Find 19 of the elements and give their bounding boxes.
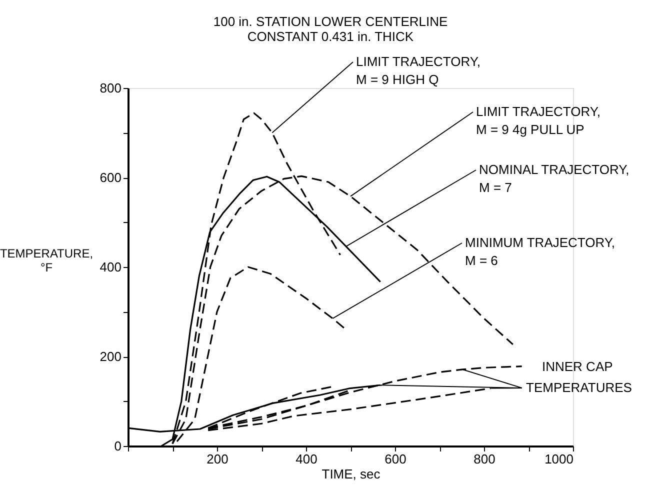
x-tick-label: 1000 — [544, 452, 574, 466]
x-tick-label: 600 — [384, 452, 406, 466]
chart-title: 100 in. STATION LOWER CENTERLINE — [213, 14, 448, 29]
text: NOMINAL TRAJECTORY, M = 7 — [479, 162, 630, 195]
y-tick-label: 200 — [100, 349, 122, 364]
y-tick-label: 400 — [100, 260, 122, 274]
y-tick-label: 800 — [100, 80, 122, 96]
text: MINIMUM TRAJECTORY, M = 6 — [465, 235, 616, 268]
y-tick-label: 600 — [100, 170, 122, 185]
text: LIMIT TRAJECTORY, M = 9 HIGH Q — [356, 54, 481, 87]
x-tick-label: 400 — [296, 452, 318, 466]
x-axis-title: TIME, sec — [322, 466, 381, 482]
annotation: INNER CAP TEMPERATURES — [526, 359, 632, 395]
x-tick-label: 800 — [474, 452, 496, 466]
x-tick-label: 200 — [206, 452, 228, 466]
text: LIMIT TRAJECTORY, M = 9 4g PULL UP — [476, 104, 601, 137]
y-tick-label: 0 — [114, 438, 122, 454]
chart-subtitle: CONSTANT 0.431 in. THICK — [247, 29, 414, 44]
y-axis-title: TEMPERATURE, °F — [0, 246, 94, 274]
